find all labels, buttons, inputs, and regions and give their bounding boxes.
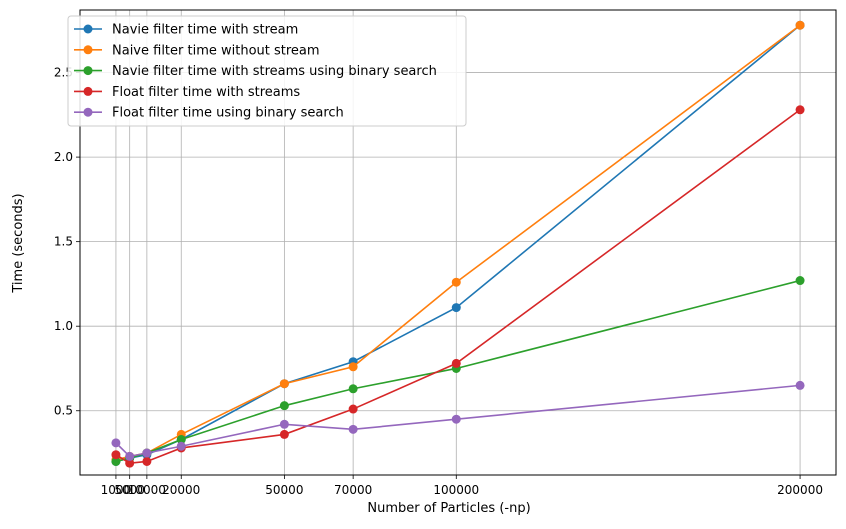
data-point <box>451 277 461 287</box>
data-point <box>111 456 121 466</box>
data-point <box>348 384 358 394</box>
legend-marker <box>83 86 93 96</box>
data-point <box>279 419 289 429</box>
data-point <box>142 448 152 458</box>
x-tick-label: 1000 <box>101 483 132 497</box>
y-axis-label: Time (seconds) <box>11 193 26 293</box>
x-tick-label: 100000 <box>433 483 479 497</box>
data-point <box>451 358 461 368</box>
data-point <box>795 276 805 286</box>
data-point <box>451 414 461 424</box>
legend-marker <box>83 66 93 76</box>
legend-label: Float filter time with streams <box>112 85 300 100</box>
x-tick-label: 20000 <box>162 483 200 497</box>
x-tick-label: 70000 <box>334 483 372 497</box>
y-tick-label: 2.0 <box>54 150 73 164</box>
data-point <box>279 401 289 411</box>
legend-label: Float filter time using binary search <box>112 106 344 121</box>
data-point <box>111 438 121 448</box>
data-point <box>451 303 461 313</box>
series-layer <box>111 20 805 468</box>
data-point <box>279 429 289 439</box>
data-point <box>795 380 805 390</box>
legend: Navie filter time with stream Naive filte… <box>67 15 467 127</box>
legend-item: Naive filter time without stream <box>74 43 320 58</box>
x-tick-label: 10000 <box>128 483 166 497</box>
x-tick-label: 5000 <box>114 483 145 497</box>
x-tick-label: 50000 <box>265 483 303 497</box>
y-tick-label: 1.0 <box>54 319 73 333</box>
data-point <box>348 404 358 414</box>
y-tick-label: 1.5 <box>54 235 73 249</box>
data-point <box>142 456 152 466</box>
plot-frame <box>79 9 837 476</box>
data-point <box>176 434 186 444</box>
legend-marker <box>83 45 93 55</box>
data-point <box>348 424 358 434</box>
x-tick-label: 200000 <box>777 483 823 497</box>
legend-item: Float filter time using binary search <box>74 106 344 121</box>
legend-item: Float filter time with streams <box>74 85 300 100</box>
data-point <box>795 105 805 115</box>
legend-label: Naive filter time without stream <box>112 43 320 58</box>
legend-box <box>67 15 467 127</box>
data-point <box>348 362 358 372</box>
legend-label: Navie filter time with stream <box>112 23 298 38</box>
series-5 <box>111 380 805 461</box>
y-tick-label: 0.5 <box>54 404 73 418</box>
legend-item: Navie filter time with streams using bin… <box>74 64 437 79</box>
legend-marker <box>83 24 93 34</box>
x-axis-label: Number of Particles (-np) <box>367 501 530 516</box>
legend-label: Navie filter time with streams using bin… <box>112 64 437 79</box>
data-point <box>125 458 135 468</box>
data-point <box>279 379 289 389</box>
data-point <box>125 451 135 461</box>
data-point <box>795 20 805 30</box>
legend-item: Navie filter time with stream <box>74 23 298 38</box>
data-point <box>176 441 186 451</box>
data-point <box>111 450 121 460</box>
series-4 <box>111 105 805 468</box>
series-line <box>115 109 801 464</box>
legend-marker <box>83 107 93 117</box>
